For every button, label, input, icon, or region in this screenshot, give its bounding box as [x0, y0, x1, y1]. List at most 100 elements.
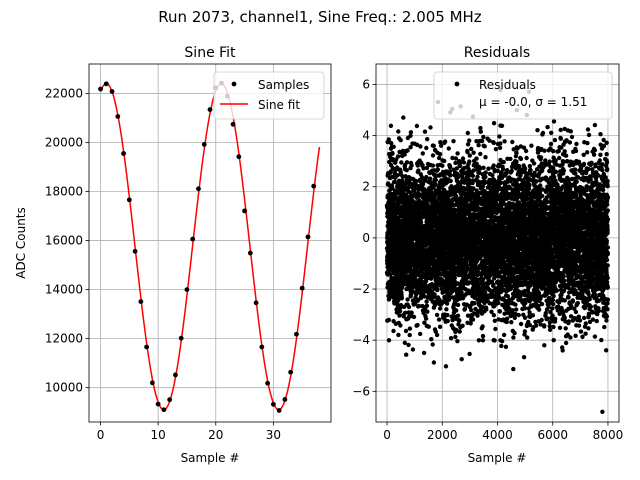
- sample-point: [311, 183, 317, 189]
- sine-fit-title: Sine Fit: [184, 45, 236, 61]
- residual-point: [403, 328, 409, 334]
- sample-point: [132, 248, 138, 254]
- residual-point: [432, 292, 437, 297]
- residual-point: [448, 336, 454, 341]
- residual-point: [475, 174, 480, 179]
- residual-point: [483, 170, 488, 175]
- residual-point: [418, 144, 423, 149]
- residual-point: [404, 352, 409, 357]
- sample-point: [253, 300, 259, 306]
- sample-point: [149, 380, 155, 386]
- residual-point: [455, 339, 460, 344]
- residual-point: [442, 139, 448, 144]
- sine-fit-data: [98, 80, 321, 413]
- residual-point: [502, 139, 507, 144]
- sample-point: [115, 114, 121, 119]
- residual-point: [389, 140, 394, 146]
- residual-point: [420, 151, 425, 156]
- sample-point: [196, 186, 201, 192]
- residual-point: [469, 146, 474, 152]
- residual-point: [390, 150, 395, 156]
- residual-point: [398, 138, 403, 143]
- residual-point: [518, 156, 524, 162]
- residual-point: [479, 138, 485, 144]
- residual-point: [396, 129, 401, 134]
- residual-point: [504, 316, 510, 321]
- residual-point: [458, 163, 463, 169]
- residual-point: [410, 193, 415, 199]
- residual-point: [437, 306, 443, 311]
- residual-point: [453, 334, 458, 340]
- sample-point: [161, 407, 167, 413]
- residual-point: [478, 129, 483, 134]
- residual-point: [405, 148, 410, 153]
- residual-point: [426, 324, 431, 329]
- residual-point: [514, 150, 519, 156]
- residual-point: [491, 282, 496, 287]
- residual-point: [424, 165, 430, 171]
- residual-point: [404, 160, 410, 165]
- sample-point: [294, 331, 299, 337]
- residual-point: [406, 342, 411, 348]
- residual-point: [514, 307, 519, 312]
- sample-point: [190, 236, 196, 242]
- sine-fit-ytick-label: 10000: [45, 381, 83, 395]
- residual-point: [412, 276, 418, 281]
- residual-point: [421, 350, 427, 356]
- residual-point: [415, 322, 420, 328]
- residual-point: [471, 168, 476, 173]
- residual-point: [412, 186, 417, 192]
- residual-point: [409, 310, 414, 315]
- sine-fit-xlabel: Sample #: [181, 451, 240, 465]
- residual-point: [431, 143, 436, 148]
- residual-point: [431, 360, 437, 365]
- residual-point: [500, 167, 506, 172]
- sine-fit-xtick-label: 30: [266, 428, 281, 442]
- residual-point: [511, 366, 516, 372]
- residual-point: [476, 143, 481, 148]
- residual-point: [514, 159, 519, 164]
- residual-point: [388, 272, 393, 277]
- residual-point: [391, 144, 396, 149]
- residual-point: [491, 121, 497, 126]
- residual-point: [482, 144, 487, 149]
- residual-point: [420, 181, 426, 187]
- sample-point: [207, 107, 213, 113]
- sample-point: [242, 208, 247, 214]
- residual-point: [404, 168, 409, 173]
- residual-point: [428, 176, 433, 181]
- residual-point: [416, 303, 422, 309]
- residual-point: [480, 324, 485, 329]
- residual-point: [492, 338, 497, 343]
- residual-point: [457, 318, 462, 323]
- sample-point: [155, 401, 161, 407]
- residual-point: [476, 338, 482, 343]
- residual-point: [430, 342, 435, 347]
- sample-point: [126, 197, 132, 203]
- residual-point: [459, 357, 464, 362]
- residual-point: [434, 312, 440, 318]
- sine-fit-xtick-label: 10: [151, 428, 166, 442]
- residual-point: [402, 152, 407, 157]
- residual-point: [509, 168, 514, 174]
- residual-point: [493, 326, 498, 332]
- residual-point: [445, 318, 450, 324]
- sample-point: [121, 151, 126, 156]
- sample-point: [265, 380, 271, 386]
- sample-point: [184, 287, 190, 292]
- residual-point: [433, 177, 438, 183]
- residual-point: [467, 138, 472, 143]
- residual-point: [467, 159, 472, 164]
- residual-point: [415, 298, 420, 303]
- residual-point: [430, 153, 436, 158]
- residual-point: [452, 275, 457, 281]
- residual-point: [454, 308, 459, 313]
- sine-fit-legend: Samples Sine fit: [213, 71, 325, 120]
- residual-point: [422, 129, 428, 134]
- residual-point: [403, 310, 408, 315]
- sample-point: [173, 372, 178, 378]
- residual-point: [483, 155, 488, 160]
- legend-samples-label: Samples: [258, 78, 309, 92]
- residual-point: [472, 301, 477, 306]
